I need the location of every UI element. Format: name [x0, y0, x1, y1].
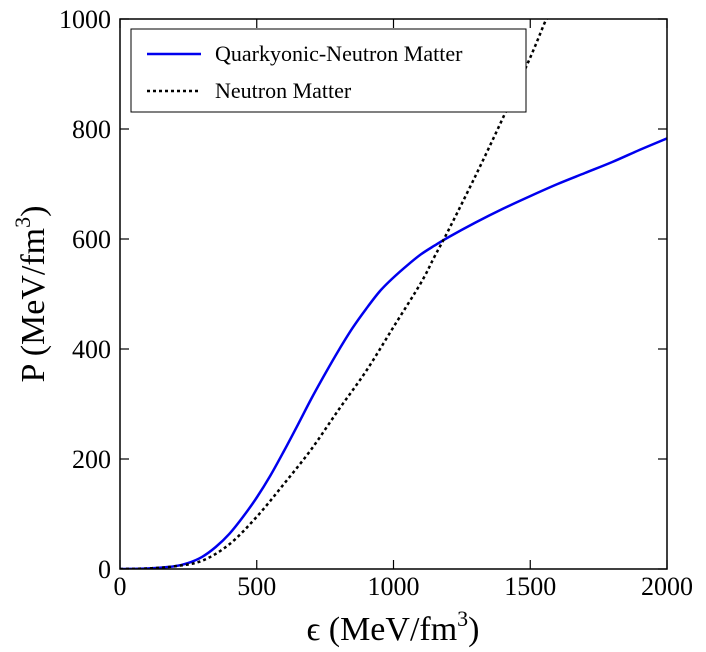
x-axis-label-main: ϵ (MeV/fm	[306, 611, 457, 648]
series-line-quarkyonic-neutron-matter	[120, 137, 667, 569]
y-tick-label: 0	[98, 555, 111, 584]
y-axis-label: P (MeV/fm3)	[10, 206, 52, 383]
x-tick-label: 1500	[504, 572, 556, 601]
y-tick-label: 800	[72, 115, 111, 144]
ticks-layer: 0 500 1000 1500 2000 0 200 400 600 800 1000	[59, 5, 693, 601]
y-tick-label: 400	[72, 335, 111, 364]
y-axis-label-close: )	[15, 206, 52, 217]
x-tick-label: 0	[114, 572, 127, 601]
y-tick-label: 1000	[59, 5, 111, 34]
y-tick-label: 200	[72, 445, 111, 474]
x-axis-label-close: )	[468, 611, 479, 648]
x-tick-label: 500	[237, 572, 276, 601]
legend-label-neutron-matter: Neutron Matter	[215, 78, 352, 103]
y-tick-label: 600	[72, 225, 111, 254]
x-axis-label: ϵ (MeV/fm3)	[306, 606, 479, 648]
legend-box	[130, 28, 527, 113]
x-tick-label: 2000	[641, 572, 693, 601]
y-axis-label-sup: 3	[10, 217, 35, 228]
x-axis-label-sup: 3	[457, 606, 468, 631]
data-layer	[120, 19, 667, 569]
legend-label-quarkyonic-neutron-matter: Quarkyonic-Neutron Matter	[215, 41, 463, 66]
legend: Quarkyonic-Neutron Matter Neutron Matter	[130, 28, 527, 113]
y-axis-label-main: P (MeV/fm	[15, 228, 52, 383]
x-tick-label: 1000	[368, 572, 420, 601]
series-line-neutron-matter	[120, 19, 548, 569]
